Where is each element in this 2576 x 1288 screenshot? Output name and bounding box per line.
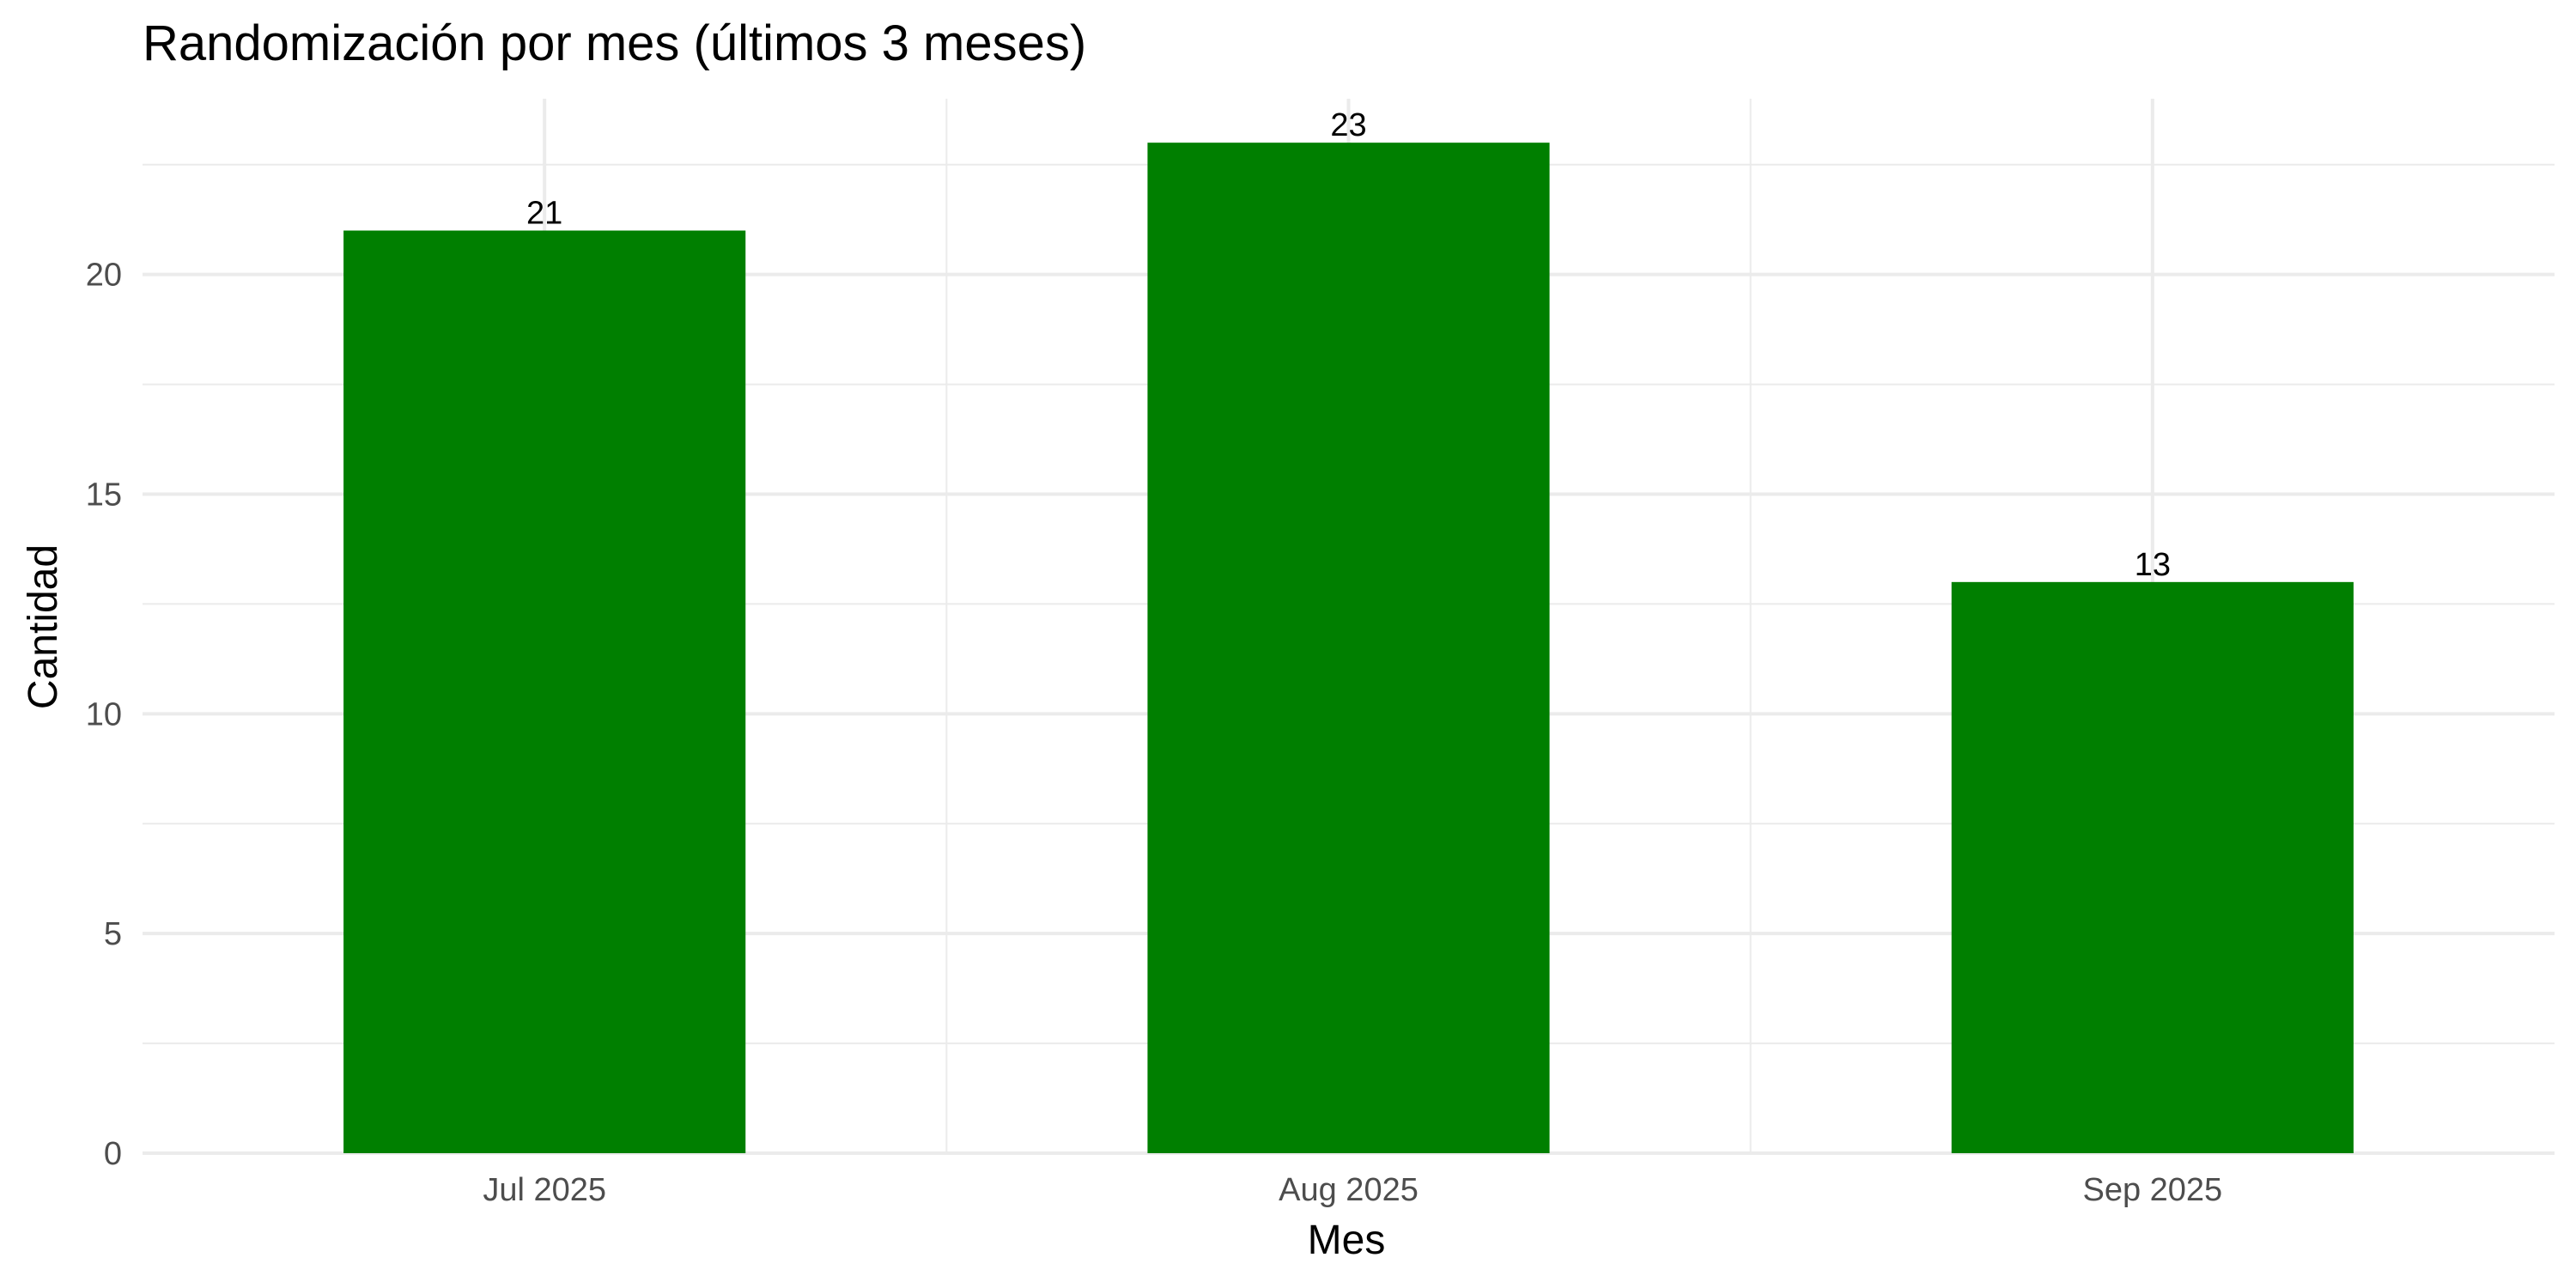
bars <box>343 143 2354 1154</box>
y-tick-label: 20 <box>86 258 122 294</box>
chart-title: Randomización por mes (últimos 3 meses) <box>143 15 1086 71</box>
x-axis-title: Mes <box>1308 1218 1386 1263</box>
x-tick-label: Aug 2025 <box>1279 1172 1419 1208</box>
x-axis-ticks: Jul 2025 Aug 2025 Sep 2025 <box>483 1172 2222 1208</box>
x-tick-label: Jul 2025 <box>483 1172 606 1208</box>
bar-value-label: 21 <box>526 196 562 232</box>
data-labels: 21 23 13 <box>526 107 2171 583</box>
x-tick-label: Sep 2025 <box>2082 1172 2222 1208</box>
y-axis-ticks: 0 5 10 15 20 <box>86 258 122 1172</box>
y-tick-label: 10 <box>86 696 122 732</box>
y-axis-title: Cantidad <box>21 544 66 709</box>
y-tick-label: 0 <box>104 1136 122 1172</box>
bar-jul-2025 <box>343 230 746 1153</box>
bar-value-label: 13 <box>2135 547 2171 583</box>
y-tick-label: 15 <box>86 477 122 513</box>
bar-value-label: 23 <box>1330 107 1366 143</box>
bar-aug-2025 <box>1147 143 1550 1154</box>
bar-sep-2025 <box>1951 581 2354 1153</box>
y-tick-label: 5 <box>104 916 122 952</box>
